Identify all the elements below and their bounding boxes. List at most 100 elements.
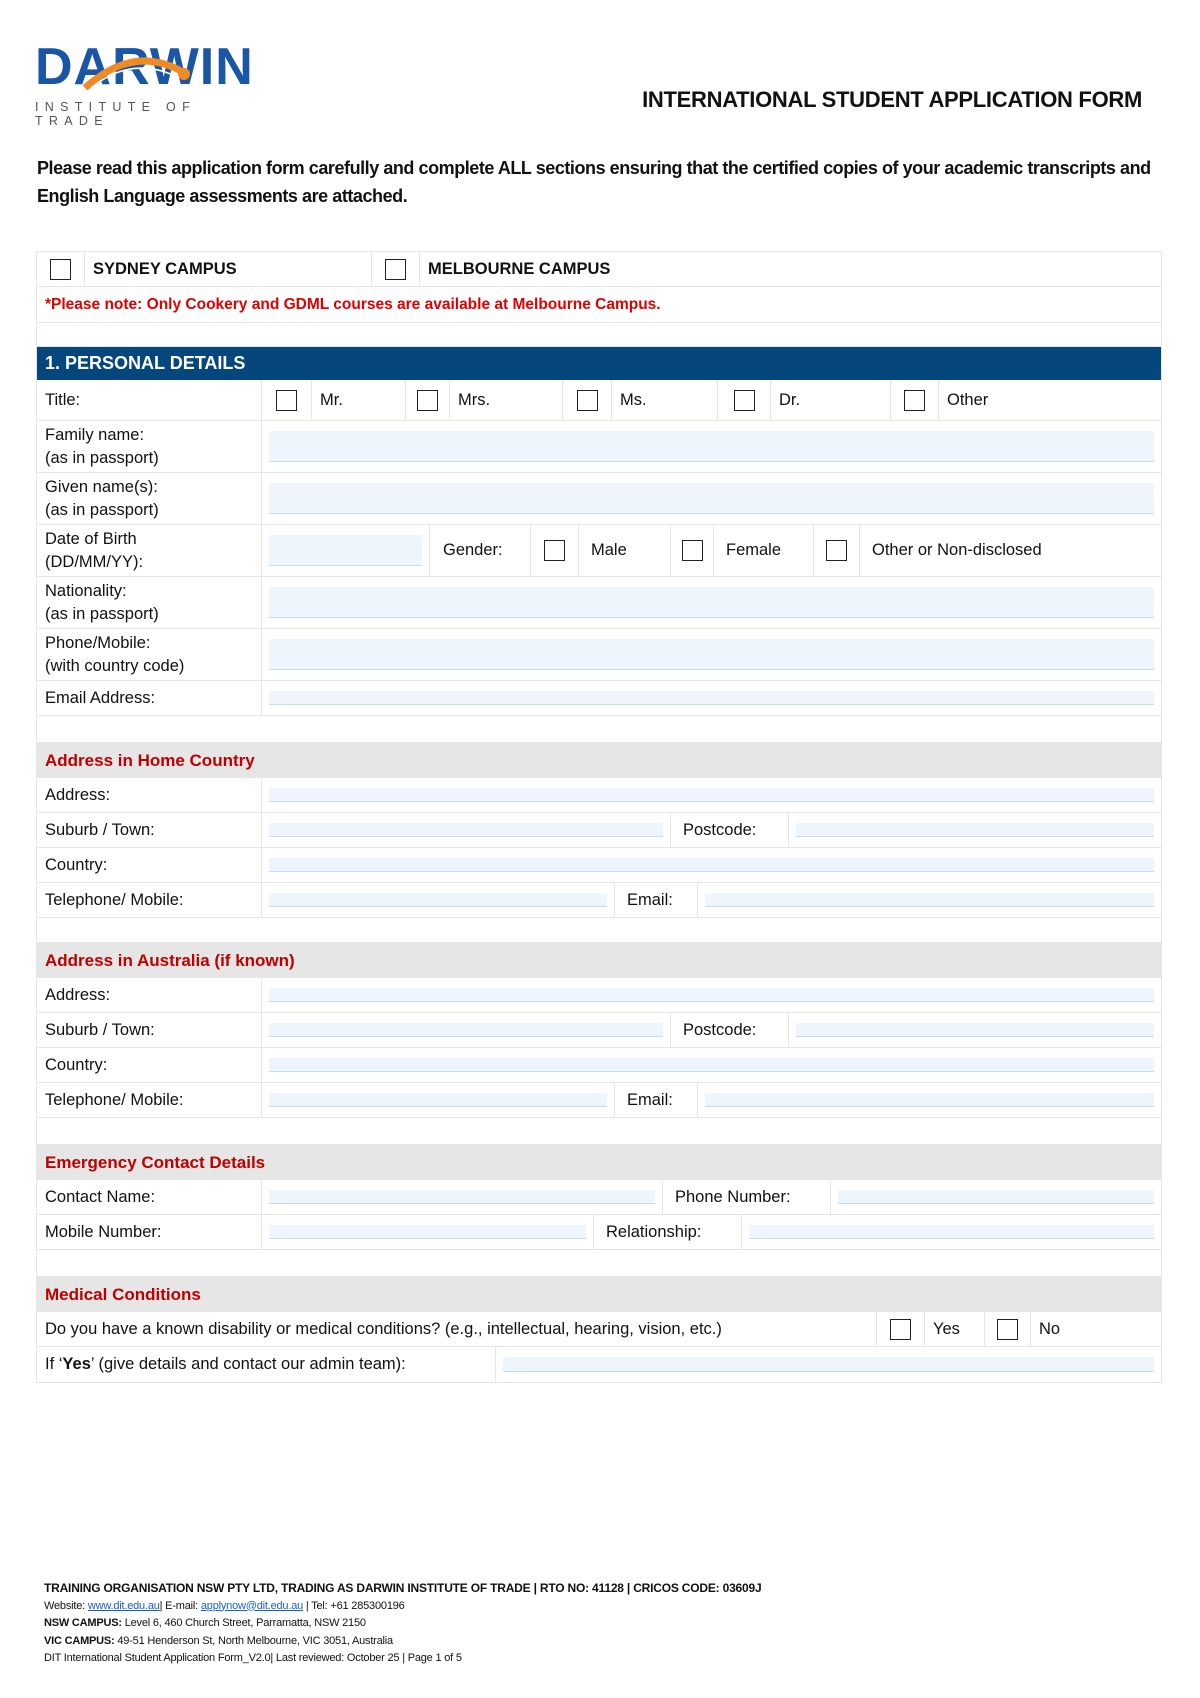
relationship-input[interactable] [749, 1225, 1154, 1239]
family-name-row: Family name: (as in passport) [37, 421, 1161, 473]
personal-details-heading: 1. PERSONAL DETAILS [37, 347, 1161, 380]
footer-vic-campus: VIC CAMPUS: 49-51 Henderson St, North Me… [44, 1634, 393, 1647]
relationship-label: Relationship: [594, 1215, 742, 1249]
medical-conditions-heading: Medical Conditions [37, 1277, 1161, 1312]
footer-contact-line: Website: www.dit.edu.au| E-mail: applyno… [44, 1599, 405, 1612]
logo-subtitle: INSTITUTE OF TRADE [35, 100, 197, 128]
aus-postcode-input[interactable] [796, 1023, 1154, 1037]
home-postcode-input[interactable] [796, 823, 1154, 837]
title-mrs-checkbox[interactable] [417, 389, 438, 411]
aus-country-label: Country: [37, 1048, 262, 1082]
campus-note: *Please note: Only Cookery and GDML cour… [45, 295, 661, 313]
aus-suburb-input[interactable] [269, 1023, 663, 1037]
title-ms-checkbox[interactable] [576, 389, 598, 411]
title-row: Title: Mr. Mrs. Ms. Dr. Other [37, 380, 1161, 421]
gender-label: Gender: [430, 525, 531, 576]
given-name-row: Given name(s): (as in passport) [37, 473, 1161, 525]
title-label: Title: [37, 380, 262, 420]
dob-input[interactable] [269, 535, 422, 566]
title-dr-label: Dr. [771, 380, 891, 420]
aus-address-heading: Address in Australia (if known) [37, 943, 1161, 978]
home-address-heading: Address in Home Country [37, 743, 1161, 778]
medical-question: Do you have a known disability or medica… [37, 1312, 877, 1346]
home-country-label: Country: [37, 848, 262, 882]
footer: TRAINING ORGANISATION NSW PTY LTD, TRADI… [44, 1580, 762, 1668]
dob-label: Date of Birth (DD/MM/YY): [37, 525, 262, 576]
sydney-campus-checkbox[interactable] [50, 258, 71, 280]
website-link[interactable]: www.dit.edu.au [87, 1599, 160, 1612]
footer-org-line: TRAINING ORGANISATION NSW PTY LTD, TRADI… [44, 1581, 762, 1595]
medical-no-checkbox[interactable] [997, 1318, 1018, 1340]
phone-row: Phone/Mobile: (with country code) [37, 629, 1161, 681]
email-input[interactable] [269, 691, 1154, 705]
medical-details-label: If ‘Yes’ (give details and contact our a… [37, 1347, 496, 1382]
nationality-row: Nationality: (as in passport) [37, 577, 1161, 629]
wrench-arc-icon [83, 57, 190, 90]
title-mrs-label: Mrs. [450, 380, 563, 420]
footer-doc-info: DIT International Student Application Fo… [44, 1652, 462, 1664]
family-name-input[interactable] [269, 431, 1154, 462]
emergency-contact-heading: Emergency Contact Details [37, 1145, 1161, 1180]
home-email-label: Email: [615, 883, 698, 917]
gender-male-label: Male [579, 525, 671, 576]
phone-number-label: Phone Number: [663, 1180, 831, 1214]
phone-number-input[interactable] [838, 1190, 1154, 1204]
medical-details-input[interactable] [503, 1357, 1154, 1372]
aus-address-input[interactable] [269, 988, 1154, 1002]
email-label: Email Address: [37, 681, 262, 715]
logo-wordmark: DARWIN [35, 38, 254, 96]
medical-no-label: No [1039, 1319, 1061, 1338]
gender-other-checkbox[interactable] [826, 540, 847, 561]
title-other-label: Other [947, 390, 989, 409]
aus-postcode-label: Postcode: [671, 1013, 789, 1047]
home-suburb-input[interactable] [269, 823, 663, 837]
contact-name-label: Contact Name: [37, 1180, 262, 1214]
phone-label: Phone/Mobile: (with country code) [37, 629, 262, 680]
title-mr-label: Mr. [312, 380, 406, 420]
home-telephone-label: Telephone/ Mobile: [37, 883, 262, 917]
aus-country-input[interactable] [269, 1058, 1154, 1072]
given-name-input[interactable] [269, 483, 1154, 514]
sydney-campus-label: SYDNEY CAMPUS [85, 252, 372, 286]
application-form-table: SYDNEY CAMPUS MELBOURNE CAMPUS *Please n… [36, 251, 1162, 1383]
title-ms-label: Ms. [612, 380, 718, 420]
mobile-number-input[interactable] [269, 1225, 586, 1239]
melbourne-campus-checkbox[interactable] [385, 258, 406, 280]
gender-female-checkbox[interactable] [681, 540, 703, 561]
aus-telephone-label: Telephone/ Mobile: [37, 1083, 262, 1117]
email-row: Email Address: [37, 681, 1161, 716]
campus-row: SYDNEY CAMPUS MELBOURNE CAMPUS [37, 252, 1161, 287]
gender-other-label: Other or Non-disclosed [872, 541, 1042, 559]
home-telephone-input[interactable] [269, 893, 607, 907]
footer-nsw-campus: NSW CAMPUS: Level 6, 460 Church Street, … [44, 1617, 366, 1629]
title-other-checkbox[interactable] [904, 389, 925, 411]
aus-telephone-input[interactable] [269, 1093, 607, 1107]
nationality-input[interactable] [269, 587, 1154, 618]
family-name-label: Family name: (as in passport) [37, 421, 262, 472]
medical-yes-checkbox[interactable] [890, 1318, 911, 1340]
dob-gender-row: Date of Birth (DD/MM/YY): Gender: Male Fe… [37, 525, 1161, 577]
home-address-label: Address: [37, 778, 262, 812]
nationality-label: Nationality: (as in passport) [37, 577, 262, 628]
gender-male-checkbox[interactable] [544, 540, 565, 561]
home-postcode-label: Postcode: [671, 813, 789, 847]
given-name-label: Given name(s): (as in passport) [37, 473, 262, 524]
contact-name-input[interactable] [269, 1190, 655, 1204]
home-email-input[interactable] [705, 893, 1154, 907]
melbourne-campus-label: MELBOURNE CAMPUS [428, 259, 611, 278]
mobile-number-label: Mobile Number: [37, 1215, 262, 1249]
title-mr-checkbox[interactable] [276, 389, 297, 411]
medical-yes-label: Yes [925, 1312, 985, 1346]
aus-suburb-label: Suburb / Town: [37, 1013, 262, 1047]
home-country-input[interactable] [269, 858, 1154, 872]
gender-female-label: Female [714, 525, 814, 576]
darwin-logo: DARWIN INSTITUTE OF TRADE [35, 38, 270, 128]
phone-input[interactable] [269, 639, 1154, 670]
intro-text: Please read this application form carefu… [37, 158, 1151, 206]
aus-email-input[interactable] [705, 1093, 1154, 1107]
aus-address-label: Address: [37, 978, 262, 1012]
aus-email-label: Email: [615, 1083, 698, 1117]
email-link[interactable]: applynow@dit.edu.au [200, 1599, 304, 1612]
home-address-input[interactable] [269, 788, 1154, 802]
title-dr-checkbox[interactable] [733, 389, 755, 411]
